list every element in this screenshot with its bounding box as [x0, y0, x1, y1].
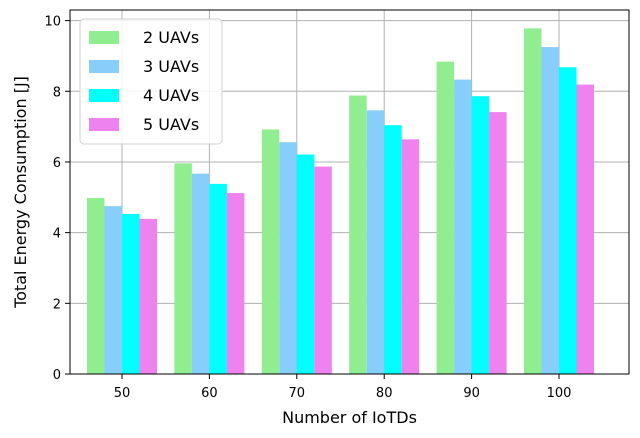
- legend-label: 2 UAVs: [143, 28, 199, 47]
- bar: [174, 163, 192, 374]
- bar: [314, 166, 332, 374]
- bar: [401, 139, 420, 374]
- bars: [87, 28, 594, 375]
- legend-swatch: [89, 89, 119, 102]
- legend-label: 3 UAVs: [143, 57, 199, 76]
- bar: [296, 154, 315, 374]
- x-tick-label: 50: [114, 386, 131, 401]
- y-tick-label: 6: [53, 156, 61, 171]
- y-tick-label: 0: [53, 368, 61, 383]
- bar: [454, 79, 472, 374]
- y-axis-ticks: 0 2 4 6 8 10: [44, 15, 70, 383]
- bar: [87, 198, 105, 374]
- x-axis-ticks: 50 60 70 80 90 100: [114, 374, 572, 401]
- x-tick-label: 60: [201, 386, 218, 401]
- legend-swatch: [89, 60, 119, 73]
- bar: [471, 96, 490, 374]
- bar: [489, 112, 507, 374]
- legend-label: 5 UAVs: [143, 115, 199, 134]
- bar: [436, 61, 455, 374]
- y-tick-label: 10: [44, 15, 61, 30]
- legend-label: 4 UAVs: [143, 86, 199, 105]
- bar: [524, 28, 542, 374]
- x-axis-label: Number of IoTDs: [282, 408, 417, 427]
- bar: [209, 183, 227, 374]
- y-tick-label: 2: [53, 297, 61, 312]
- bar: [384, 125, 402, 374]
- legend: 2 UAVs 3 UAVs 4 UAVs 5 UAVs: [79, 18, 223, 145]
- y-tick-label: 4: [53, 227, 61, 242]
- x-tick-label: 100: [547, 386, 572, 401]
- x-tick-label: 90: [463, 386, 480, 401]
- bar: [226, 193, 245, 374]
- legend-frame: [79, 18, 223, 145]
- x-tick-label: 70: [289, 386, 306, 401]
- bar: [559, 67, 577, 374]
- bar: [366, 110, 385, 374]
- bar: [349, 95, 367, 374]
- bar: [279, 142, 297, 374]
- y-tick-label: 8: [53, 85, 61, 100]
- legend-swatch: [89, 31, 119, 44]
- bar: [191, 173, 210, 374]
- legend-swatch: [89, 118, 119, 131]
- bar: [139, 218, 157, 374]
- bar: [576, 84, 594, 375]
- bar: [541, 47, 559, 374]
- y-axis-label: Total Energy Consumption [J]: [11, 76, 30, 309]
- x-tick-label: 80: [376, 386, 393, 401]
- bar: [104, 206, 122, 374]
- bar: [122, 213, 140, 374]
- bar: [261, 129, 280, 374]
- plot-frame: [69, 9, 630, 375]
